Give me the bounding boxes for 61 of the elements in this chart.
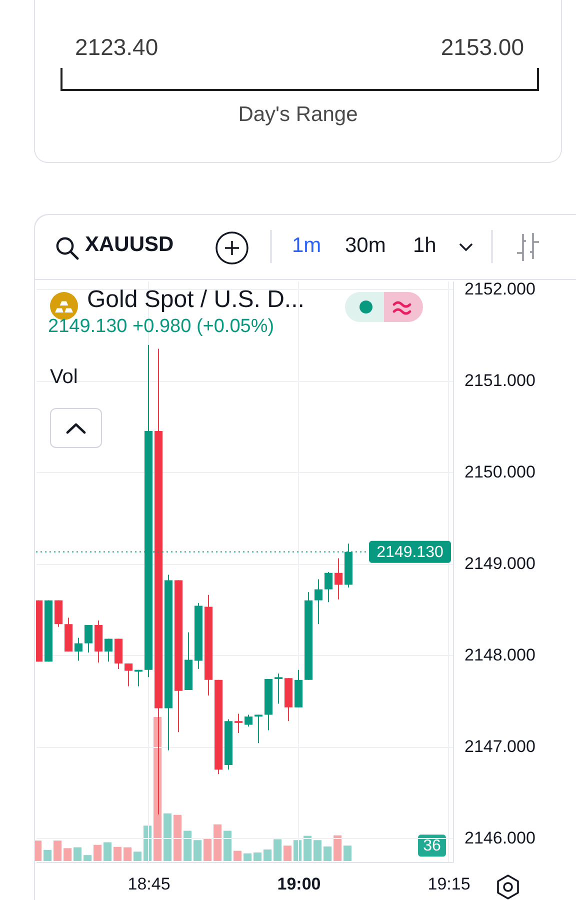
bar: [304, 836, 312, 861]
bar: [133, 852, 142, 861]
bar: [283, 846, 292, 861]
candlestick: [234, 713, 242, 734]
bar: [124, 847, 132, 861]
bar: [313, 840, 322, 861]
candlestick: [274, 673, 283, 704]
bar: [214, 824, 222, 861]
bar: [163, 813, 172, 861]
candlestick: [324, 571, 332, 603]
y-tick-label: 2152.000: [464, 280, 536, 299]
x-tick-label: 18:45: [128, 874, 170, 894]
bar: [334, 835, 342, 861]
bar: [114, 846, 122, 861]
candlestick: [84, 624, 92, 653]
bar: [103, 842, 112, 861]
bar: [73, 847, 82, 861]
annotation: 36: [423, 838, 441, 855]
x-tick-label: 19:15: [428, 874, 470, 894]
bar: [193, 840, 202, 861]
ref-line-label: 2149.130: [376, 544, 444, 561]
y-tick-label: 2146.000: [464, 828, 536, 848]
bar: [204, 838, 212, 861]
bar: [274, 839, 282, 861]
bar: [54, 840, 62, 861]
candlestick: [54, 600, 62, 628]
candlestick: [104, 638, 112, 662]
text: 2149.130 +0.980 (+0.05%): [48, 316, 274, 337]
candlestick: [124, 662, 133, 687]
y-tick-label: 2150.000: [464, 462, 536, 482]
bar: [64, 848, 72, 861]
chart-title: Gold Spot / U.S. D...: [87, 286, 304, 313]
bar: [253, 852, 262, 861]
candlestick: [334, 558, 343, 600]
bar: [343, 846, 352, 861]
text: 2123.40: [75, 34, 158, 60]
bar: [94, 844, 102, 861]
candlestick: [244, 714, 253, 728]
bar: [264, 849, 272, 861]
text: Day's Range: [237, 103, 359, 127]
bar: [84, 855, 92, 861]
y-tick-label: 2149.000: [464, 554, 536, 574]
candlestick: [254, 714, 262, 744]
text: 2153.00: [440, 34, 524, 60]
bar: [324, 846, 332, 861]
bar: [174, 814, 182, 861]
annotation: Vol: [50, 366, 78, 388]
y-tick-label: 2148.000: [464, 646, 536, 665]
bar: [244, 853, 252, 861]
y-tick-label: 2147.000: [464, 737, 536, 756]
candlestick: [74, 637, 82, 662]
toolbar: XAUUSD 1m 30m 1h: [35, 215, 576, 280]
candlestick: [314, 578, 322, 625]
bar: [234, 850, 242, 861]
x-tick-label: 19:00: [277, 874, 321, 894]
bar: [43, 850, 52, 861]
y-tick-label: 2151.000: [464, 371, 536, 390]
bar: [154, 717, 162, 861]
bar: [184, 830, 192, 861]
bar: [223, 830, 232, 861]
bar: [35, 840, 42, 861]
